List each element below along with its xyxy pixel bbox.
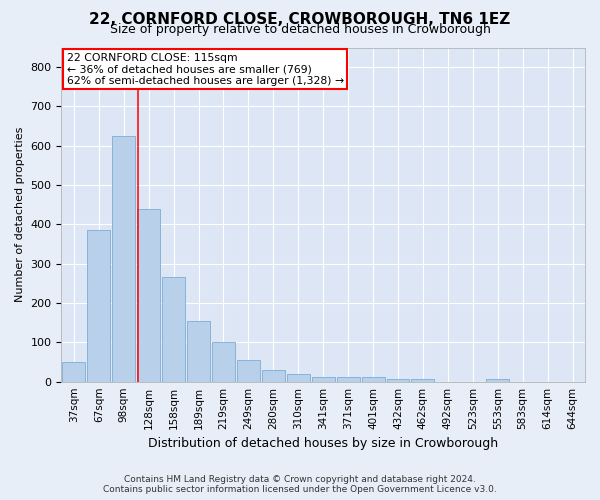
Text: Contains HM Land Registry data © Crown copyright and database right 2024.
Contai: Contains HM Land Registry data © Crown c… — [103, 474, 497, 494]
Bar — [262, 370, 285, 382]
Text: 22, CORNFORD CLOSE, CROWBOROUGH, TN6 1EZ: 22, CORNFORD CLOSE, CROWBOROUGH, TN6 1EZ — [89, 12, 511, 28]
Bar — [112, 136, 135, 382]
Bar — [287, 374, 310, 382]
Bar — [337, 376, 359, 382]
Bar — [486, 378, 509, 382]
Bar — [386, 378, 409, 382]
Bar — [88, 230, 110, 382]
Bar — [162, 278, 185, 382]
Bar — [137, 208, 160, 382]
Bar — [362, 376, 385, 382]
Text: 22 CORNFORD CLOSE: 115sqm
← 36% of detached houses are smaller (769)
62% of semi: 22 CORNFORD CLOSE: 115sqm ← 36% of detac… — [67, 52, 344, 86]
Bar — [187, 320, 210, 382]
Bar — [312, 376, 335, 382]
X-axis label: Distribution of detached houses by size in Crowborough: Distribution of detached houses by size … — [148, 437, 498, 450]
Bar — [412, 378, 434, 382]
Bar — [212, 342, 235, 382]
Text: Size of property relative to detached houses in Crowborough: Size of property relative to detached ho… — [110, 22, 490, 36]
Y-axis label: Number of detached properties: Number of detached properties — [15, 127, 25, 302]
Bar — [62, 362, 85, 382]
Bar — [237, 360, 260, 382]
